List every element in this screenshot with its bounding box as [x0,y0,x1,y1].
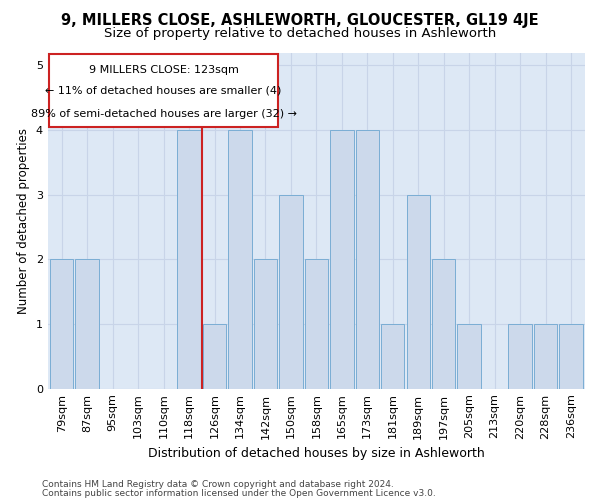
Bar [534,324,557,388]
Bar [356,130,379,388]
Bar [305,260,328,388]
Bar [559,324,583,388]
Text: 89% of semi-detached houses are larger (32) →: 89% of semi-detached houses are larger (… [31,109,296,119]
Bar [254,260,277,388]
Bar [228,130,251,388]
Bar [457,324,481,388]
Text: ← 11% of detached houses are smaller (4): ← 11% of detached houses are smaller (4) [46,86,282,96]
Bar [432,260,455,388]
Text: 9 MILLERS CLOSE: 123sqm: 9 MILLERS CLOSE: 123sqm [89,65,239,75]
Bar [407,194,430,388]
Bar [178,130,201,388]
Text: Contains HM Land Registry data © Crown copyright and database right 2024.: Contains HM Land Registry data © Crown c… [42,480,394,489]
Text: Size of property relative to detached houses in Ashleworth: Size of property relative to detached ho… [104,28,496,40]
Bar [50,260,73,388]
Text: 9, MILLERS CLOSE, ASHLEWORTH, GLOUCESTER, GL19 4JE: 9, MILLERS CLOSE, ASHLEWORTH, GLOUCESTER… [61,12,539,28]
Bar [381,324,404,388]
Text: Contains public sector information licensed under the Open Government Licence v3: Contains public sector information licen… [42,488,436,498]
Bar [203,324,226,388]
Bar [76,260,99,388]
Bar [508,324,532,388]
Bar [49,54,278,127]
Bar [279,194,302,388]
Y-axis label: Number of detached properties: Number of detached properties [17,128,30,314]
Bar [330,130,353,388]
X-axis label: Distribution of detached houses by size in Ashleworth: Distribution of detached houses by size … [148,447,485,460]
